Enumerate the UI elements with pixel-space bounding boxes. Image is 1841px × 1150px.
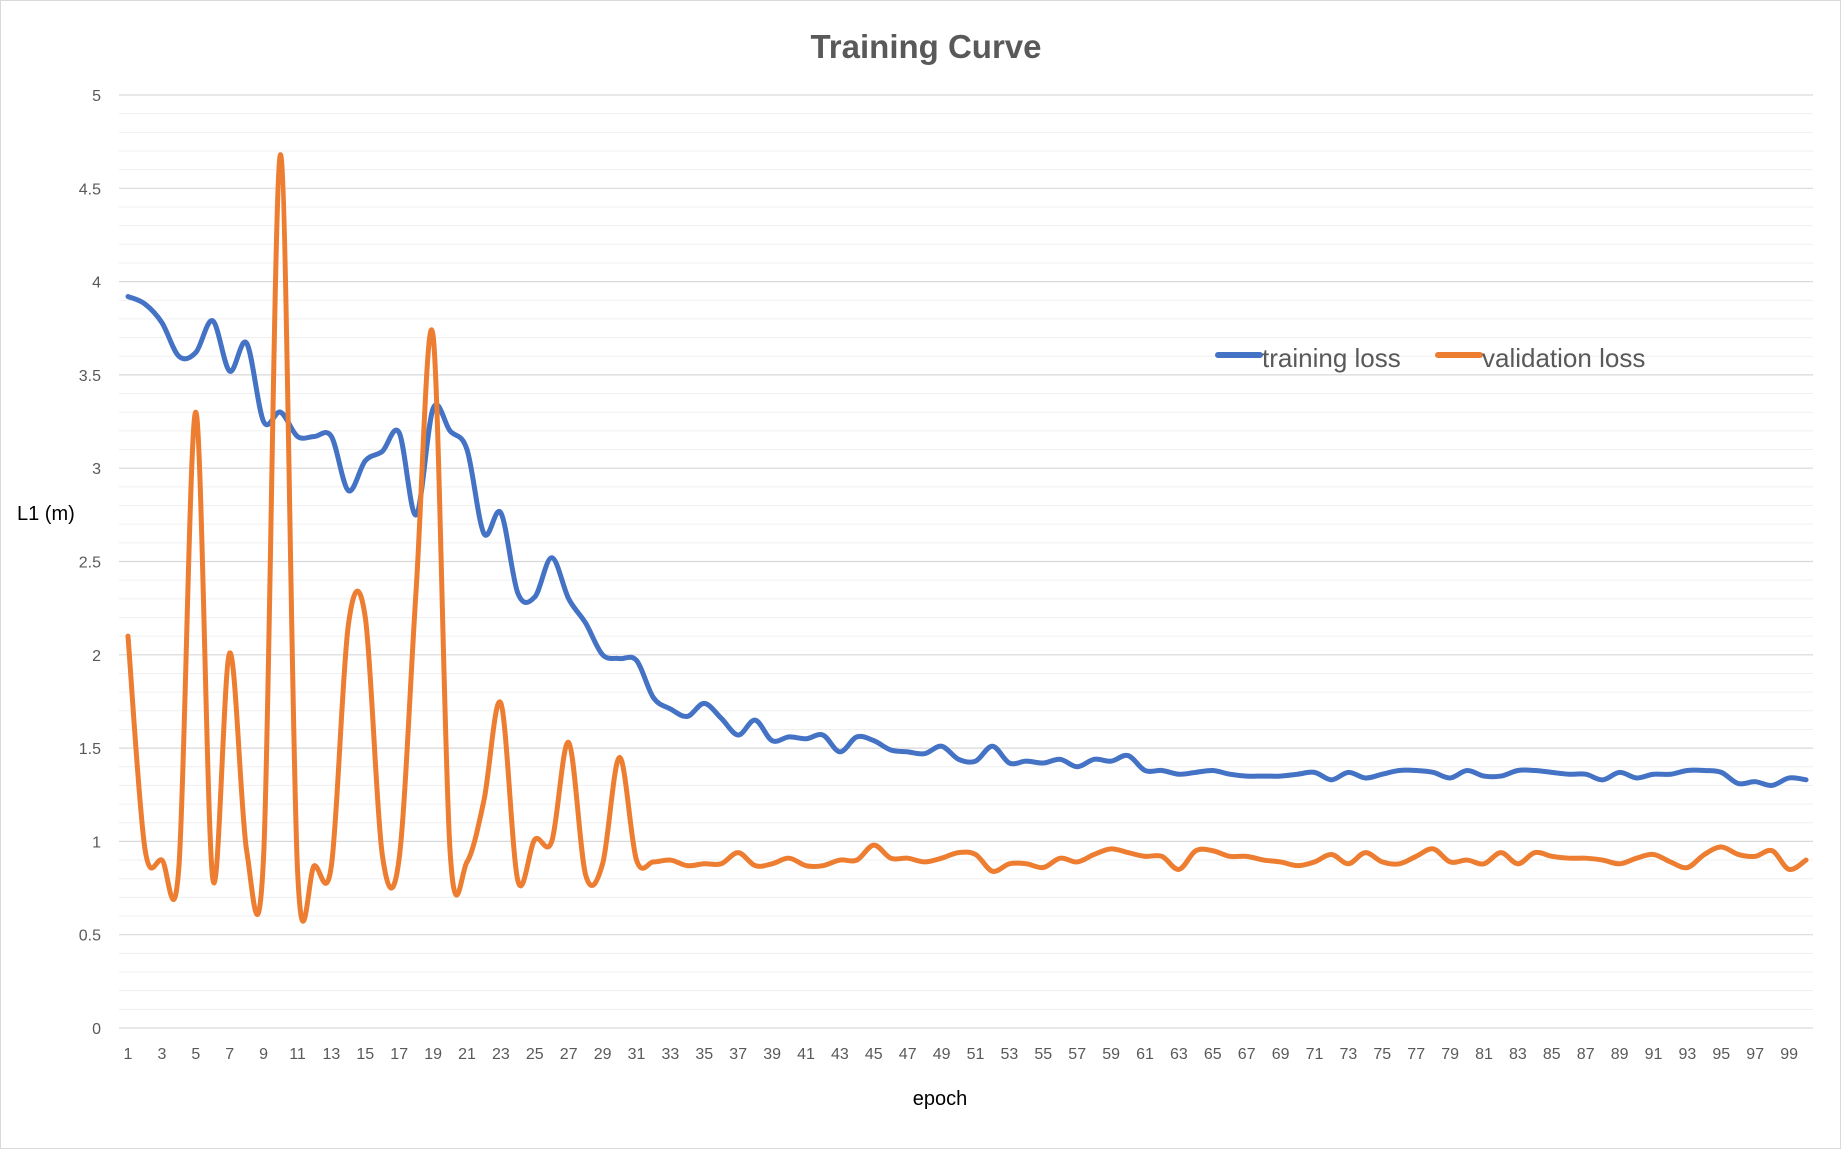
y-tick-label: 5 <box>92 88 101 105</box>
x-axis-label: epoch <box>913 1088 968 1110</box>
x-tick-label: 41 <box>797 1046 815 1063</box>
y-tick-label: 2.5 <box>79 555 101 572</box>
x-tick-label: 81 <box>1475 1046 1493 1063</box>
series-lines <box>125 152 1809 924</box>
legend-label-training-loss: training loss <box>1262 343 1401 373</box>
x-tick-label: 71 <box>1306 1046 1324 1063</box>
x-tick-label: 89 <box>1611 1046 1629 1063</box>
y-tick-label: 1 <box>92 834 101 851</box>
x-tick-label: 3 <box>157 1046 166 1063</box>
x-tick-label: 47 <box>899 1046 917 1063</box>
x-tick-label: 35 <box>695 1046 713 1063</box>
y-tick-label: 3 <box>92 461 101 478</box>
x-tick-label: 97 <box>1746 1046 1764 1063</box>
series-line-validation-loss <box>125 152 1809 924</box>
x-tick-label: 29 <box>594 1046 612 1063</box>
x-tick-label: 55 <box>1034 1046 1052 1063</box>
y-tick-label: 1.5 <box>79 741 101 758</box>
x-tick-label: 63 <box>1170 1046 1188 1063</box>
x-tick-label: 67 <box>1238 1046 1256 1063</box>
y-tick-label: 4 <box>92 275 101 292</box>
x-tick-label: 91 <box>1645 1046 1663 1063</box>
x-tick-label: 23 <box>492 1046 510 1063</box>
x-tick-label: 49 <box>933 1046 951 1063</box>
x-tick-label: 9 <box>259 1046 268 1063</box>
x-tick-label: 73 <box>1340 1046 1358 1063</box>
x-tick-label: 5 <box>191 1046 200 1063</box>
y-tick-label: 0.5 <box>79 928 101 945</box>
x-tick-label: 43 <box>831 1046 849 1063</box>
x-tick-label: 25 <box>526 1046 544 1063</box>
legend-label-validation-loss: validation loss <box>1482 343 1645 373</box>
x-tick-label: 1 <box>124 1046 133 1063</box>
x-tick-label: 39 <box>763 1046 781 1063</box>
x-tick-label: 59 <box>1102 1046 1120 1063</box>
x-tick-label: 21 <box>458 1046 476 1063</box>
y-axis-label: L1 (m) <box>17 503 75 525</box>
x-tick-label: 45 <box>865 1046 883 1063</box>
x-tick-label: 11 <box>289 1046 306 1063</box>
x-tick-label: 7 <box>225 1046 234 1063</box>
series-line-training-loss <box>125 294 1809 788</box>
x-tick-label: 13 <box>323 1046 341 1063</box>
x-tick-label: 99 <box>1780 1046 1798 1063</box>
gridlines <box>119 94 1813 1029</box>
x-tick-label: 87 <box>1577 1046 1595 1063</box>
x-tick-label: 27 <box>560 1046 578 1063</box>
x-tick-label: 79 <box>1441 1046 1459 1063</box>
x-tick-label: 57 <box>1068 1046 1086 1063</box>
x-tick-label: 77 <box>1407 1046 1425 1063</box>
x-tick-label: 69 <box>1272 1046 1290 1063</box>
x-tick-label: 51 <box>967 1046 985 1063</box>
x-tick-label: 93 <box>1679 1046 1697 1063</box>
x-tick-label: 85 <box>1543 1046 1561 1063</box>
legend: training loss validation loss <box>1215 343 1645 373</box>
x-tick-label: 17 <box>390 1046 408 1063</box>
x-tick-label: 33 <box>662 1046 680 1063</box>
x-tick-label: 15 <box>356 1046 374 1063</box>
x-tick-label: 61 <box>1136 1046 1154 1063</box>
y-tick-label: 3.5 <box>79 368 101 385</box>
y-axis-tick-labels: 0 0.5 1 1.5 2 2.5 3 3.5 4 4.5 5 <box>79 88 101 1038</box>
y-tick-label: 4.5 <box>79 181 101 198</box>
x-tick-label: 53 <box>1001 1046 1019 1063</box>
x-tick-label: 83 <box>1509 1046 1527 1063</box>
x-tick-label: 19 <box>424 1046 442 1063</box>
x-tick-label: 31 <box>628 1046 646 1063</box>
y-tick-label: 0 <box>92 1021 101 1038</box>
y-tick-label: 2 <box>92 648 101 665</box>
x-tick-label: 37 <box>729 1046 747 1063</box>
x-axis-tick-labels: 1 3 5 7 9 11 13 15 17 19 21 23 25 27 29 31 33 35 37 39 41 43 4… <box>124 1046 1799 1063</box>
chart-title: Training Curve <box>810 28 1041 65</box>
x-tick-label: 65 <box>1204 1046 1222 1063</box>
x-tick-label: 75 <box>1373 1046 1391 1063</box>
x-tick-label: 95 <box>1712 1046 1730 1063</box>
